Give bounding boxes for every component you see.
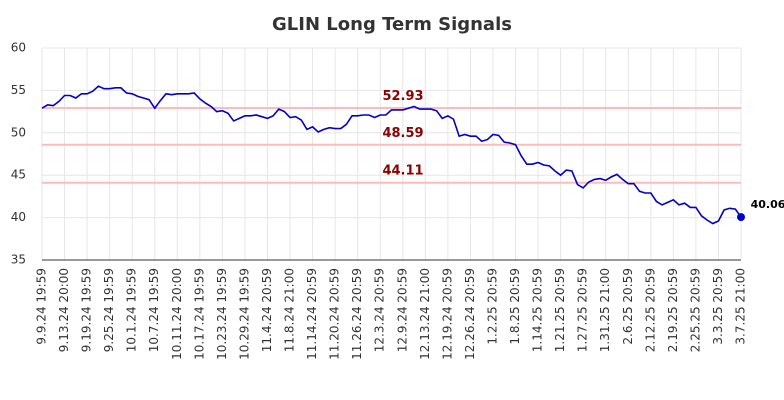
x-tick-label: 11.8.24 21:00 — [283, 268, 297, 352]
x-tick-label: 9.9.24 19:59 — [35, 268, 49, 345]
x-tick-label: 11.20.24 20:59 — [328, 268, 342, 360]
y-tick-label: 40 — [11, 210, 26, 224]
x-tick-label: 1.14.25 20:59 — [531, 268, 545, 352]
x-tick-label: 10.23.24 19:59 — [215, 268, 229, 360]
support-label: 44.11 — [382, 164, 423, 179]
x-tick-label: 12.19.24 20:59 — [440, 268, 454, 360]
x-tick-label: 11.26.24 20:59 — [350, 268, 364, 360]
x-tick-label: 2.6.25 20:59 — [621, 268, 635, 345]
x-tick-label: 10.11.24 20:00 — [170, 268, 184, 360]
x-tick-label: 2.19.25 20:59 — [666, 268, 680, 352]
x-tick-label: 1.2.25 20:59 — [485, 268, 499, 345]
x-tick-label: 12.13.24 21:00 — [418, 268, 432, 360]
x-tick-label: 9.13.24 20:00 — [57, 268, 71, 352]
x-tick-label: 9.19.24 19:59 — [80, 268, 94, 352]
x-tick-label: 10.17.24 19:59 — [192, 268, 206, 360]
y-tick-label: 35 — [11, 253, 26, 267]
x-tick-label: 11.4.24 20:59 — [260, 268, 274, 352]
x-tick-label: 1.31.25 21:00 — [598, 268, 612, 352]
x-tick-label: 1.27.25 20:59 — [576, 268, 590, 352]
x-tick-label: 9.25.24 19:59 — [102, 268, 116, 352]
x-tick-label: 3.7.25 21:00 — [734, 268, 748, 345]
x-tick-label: 1.21.25 20:59 — [553, 268, 567, 352]
x-tick-label: 11.14.24 20:59 — [305, 268, 319, 360]
x-tick-label: 12.9.24 20:59 — [395, 268, 409, 352]
x-tick-label: 10.1.24 19:59 — [125, 268, 139, 352]
y-tick-label: 60 — [11, 41, 26, 55]
x-tick-label: 1.8.25 20:59 — [508, 268, 522, 345]
x-tick-label: 2.25.25 20:59 — [688, 268, 702, 352]
x-tick-label: 10.7.24 19:59 — [147, 268, 161, 352]
x-tick-label: 12.3.24 20:59 — [373, 268, 387, 352]
last-point — [737, 213, 745, 222]
support-label: 48.59 — [382, 126, 423, 141]
y-tick-label: 55 — [11, 83, 26, 97]
chart-title: GLIN Long Term Signals — [272, 14, 512, 35]
price-line — [41, 85, 742, 225]
y-tick-label: 45 — [11, 168, 26, 182]
x-tick-label: 3.3.25 20:59 — [711, 268, 725, 345]
support-label: 52.93 — [382, 89, 423, 104]
y-tick-label: 50 — [11, 125, 26, 139]
x-tick-label: 2.12.25 20:59 — [643, 268, 657, 352]
x-tick-label: 12.26.24 20:59 — [463, 268, 477, 360]
x-tick-label: 10.29.24 19:59 — [237, 268, 251, 360]
last-value-label: 40.06 — [751, 198, 784, 211]
